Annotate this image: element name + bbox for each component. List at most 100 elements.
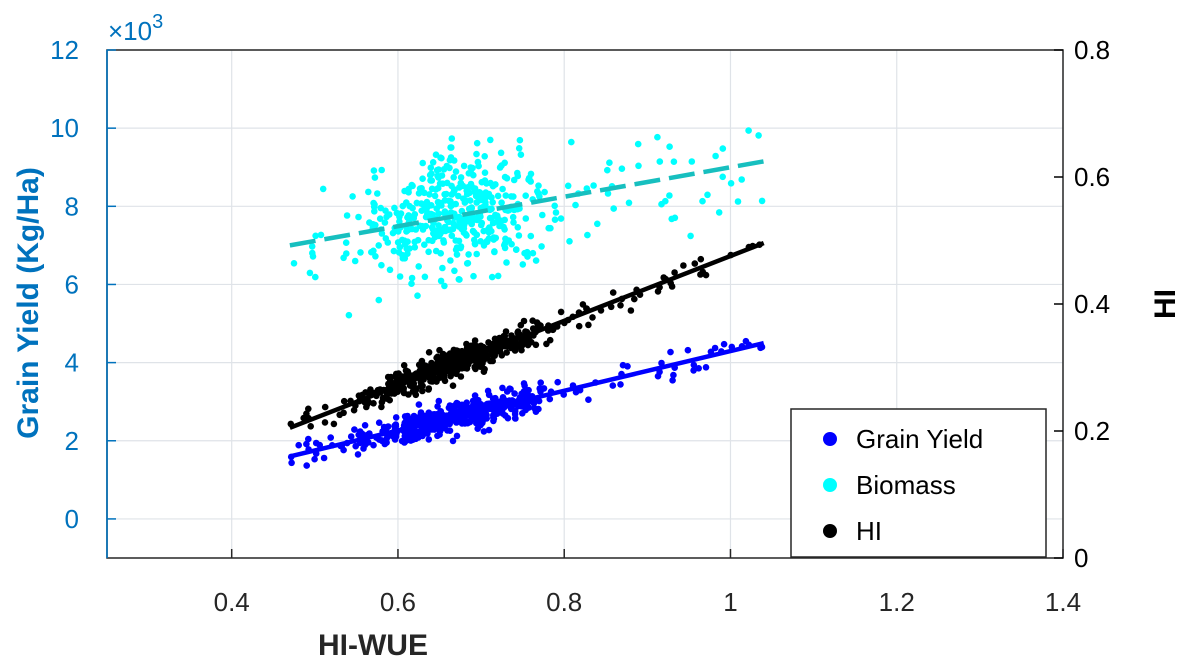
hi-point — [355, 392, 363, 400]
biomass-point — [481, 169, 489, 176]
biomass-point — [460, 162, 468, 170]
biomass-point — [370, 203, 378, 211]
grain-yield-point — [520, 380, 528, 387]
grain-yield-point — [585, 396, 592, 404]
grain-yield-point — [670, 371, 677, 379]
grain-yield-point — [490, 417, 497, 425]
legend-marker-biomass — [823, 478, 837, 492]
grain-yield-point — [609, 382, 617, 389]
biomass-point — [666, 192, 673, 199]
biomass-point — [517, 151, 525, 158]
biomass-point — [466, 197, 474, 204]
left-y-tick-label: 6 — [65, 269, 79, 299]
grain-yield-point — [499, 384, 506, 392]
biomass-point — [429, 225, 437, 233]
biomass-point — [428, 202, 435, 209]
biomass-point — [529, 249, 537, 257]
exponent-label: ×103 — [108, 11, 163, 46]
grain-yield-point — [502, 412, 509, 419]
biomass-point — [557, 215, 565, 222]
grain-yield-point — [473, 401, 480, 409]
hi-point — [412, 391, 420, 399]
biomass-point — [594, 220, 601, 228]
hi-point — [419, 387, 426, 395]
x-tick-label: 1.4 — [1045, 587, 1081, 617]
hi-point — [321, 403, 329, 411]
biomass-point — [408, 225, 416, 233]
biomass-point — [478, 178, 486, 186]
hi-point — [631, 295, 638, 303]
biomass-point — [634, 140, 642, 148]
biomass-point — [368, 248, 375, 256]
biomass-point — [435, 222, 442, 229]
grain-yield-point — [392, 422, 400, 430]
grain-yield-point — [295, 441, 303, 449]
grain-yield-point — [711, 344, 719, 352]
biomass-point — [493, 212, 501, 219]
biomass-point — [441, 208, 449, 215]
left-y-axis: 0 2 4 6 8 10 12 — [50, 35, 116, 558]
right-y-tick-label: 0 — [1074, 543, 1088, 573]
biomass-point — [355, 213, 362, 221]
grain-yield-point — [305, 435, 312, 443]
biomass-point — [429, 211, 437, 218]
hi-point — [617, 302, 624, 309]
hi-point — [392, 373, 399, 381]
biomass-point — [438, 154, 445, 162]
hi-point — [305, 405, 312, 413]
biomass-point — [357, 249, 364, 256]
grain-yield-point — [520, 388, 528, 395]
biomass-point — [497, 149, 505, 157]
grain-yield-point — [425, 436, 433, 443]
biomass-point — [383, 213, 390, 221]
biomass-point — [494, 272, 502, 280]
biomass-point — [487, 136, 494, 144]
biomass-point — [481, 153, 489, 160]
grain-yield-point — [449, 437, 457, 445]
left-y-tick-label: 8 — [65, 191, 79, 221]
grain-yield-point — [312, 439, 320, 447]
biomass-point — [381, 219, 389, 226]
grain-yield-point — [690, 367, 697, 374]
biomass-point — [509, 213, 517, 221]
biomass-point — [369, 221, 377, 228]
biomass-point — [473, 150, 480, 158]
x-tick-label: 0.4 — [214, 587, 250, 617]
hi-point — [425, 349, 433, 356]
biomass-point — [306, 269, 314, 277]
hi-point — [589, 314, 596, 321]
grain-yield-point — [484, 400, 491, 408]
biomass-point — [460, 195, 467, 202]
hi-point — [680, 262, 687, 269]
biomass-point — [428, 177, 436, 184]
grain-yield-point — [530, 399, 538, 407]
grain-yield-point — [546, 395, 554, 403]
biomass-point — [351, 257, 359, 265]
biomass-point — [401, 237, 408, 244]
biomass-point — [508, 240, 515, 248]
hi-trend-line — [289, 240, 765, 430]
biomass-point — [522, 215, 530, 222]
grain-yield-point — [624, 363, 631, 370]
biomass-point — [473, 250, 481, 258]
biomass-point — [501, 173, 509, 181]
hi-point — [546, 336, 554, 344]
biomass-point — [433, 205, 441, 212]
biomass-point — [755, 132, 762, 139]
biomass-point — [468, 220, 476, 228]
biomass-point — [425, 248, 432, 256]
biomass-point — [513, 246, 520, 253]
hi-point — [412, 385, 420, 393]
biomass-point — [434, 172, 441, 180]
grain-yield-point — [435, 397, 443, 405]
biomass-point — [516, 136, 524, 144]
grain-yield-point — [351, 426, 358, 433]
grain-yield-point — [428, 426, 436, 433]
biomass-point — [419, 159, 427, 167]
biomass-point — [349, 193, 356, 200]
hi-point — [575, 322, 583, 330]
biomass-point — [391, 204, 398, 212]
biomass-point — [440, 166, 448, 173]
grain-yield-point — [462, 418, 469, 426]
biomass-point — [522, 192, 529, 199]
